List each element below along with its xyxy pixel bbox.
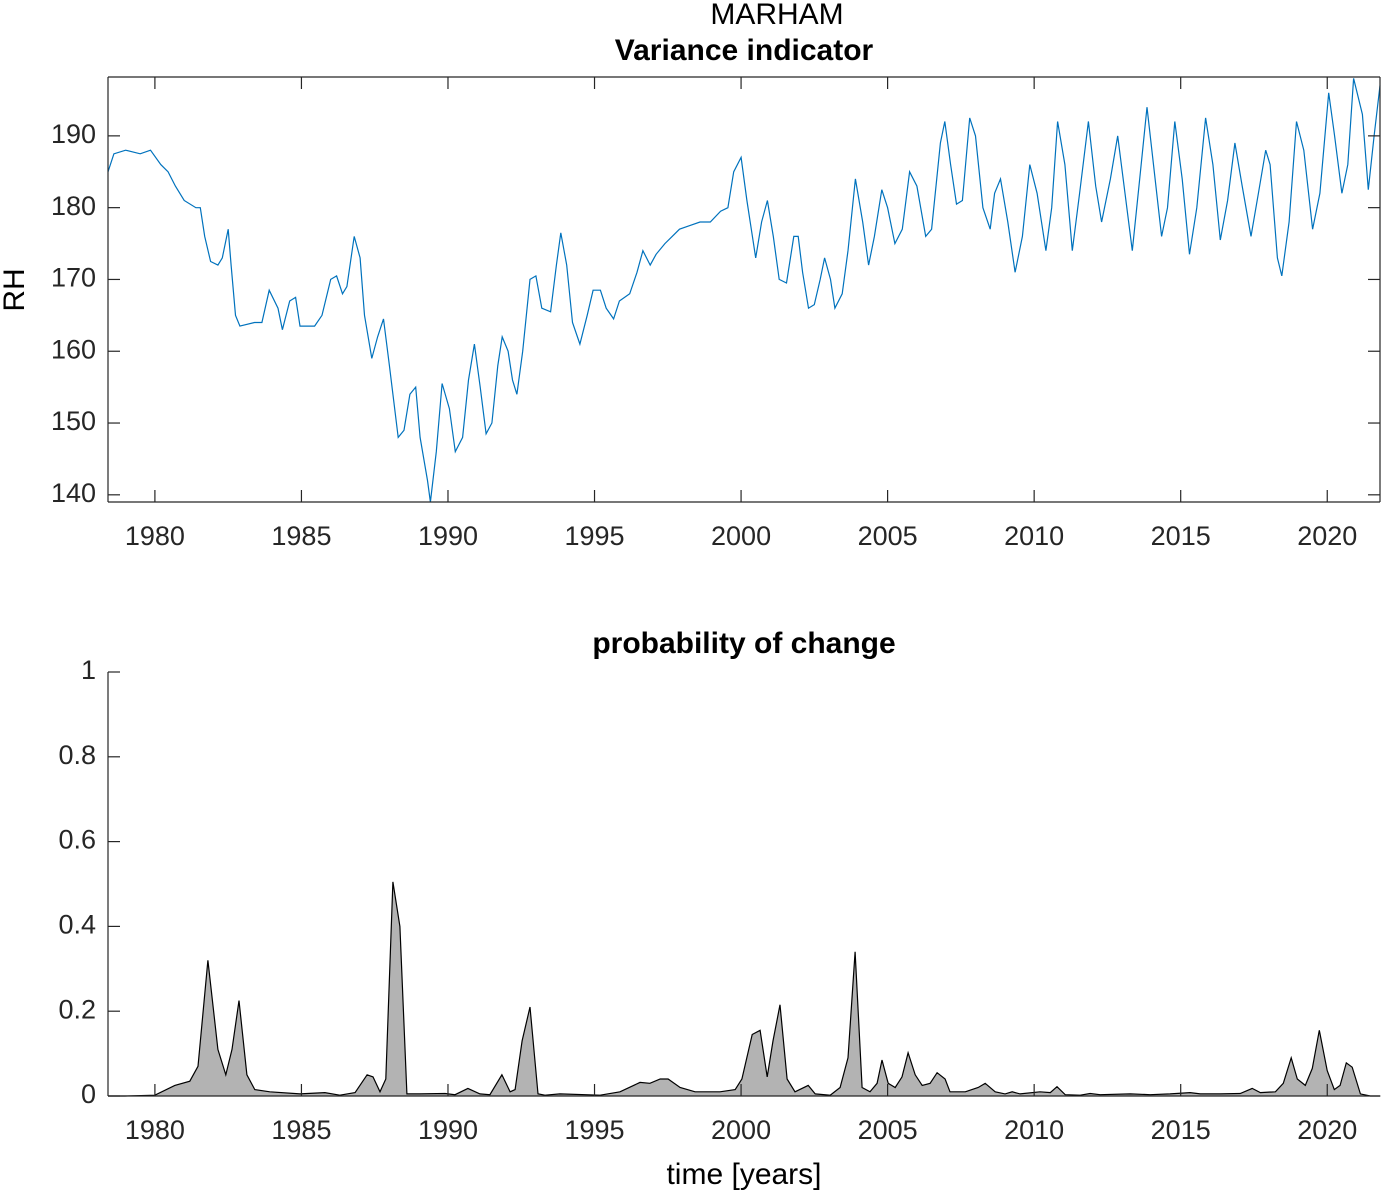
area-fill (108, 881, 1381, 1096)
chart-title: probability of change (592, 627, 895, 660)
y-tick-label: 150 (51, 406, 96, 436)
x-axis-label: time [years] (666, 1158, 821, 1191)
x-tick-label: 2005 (858, 521, 918, 551)
x-tick-label: 1980 (125, 1115, 185, 1145)
x-tick-label: 2000 (711, 1115, 771, 1145)
x-tick-label: 1990 (418, 521, 478, 551)
y-tick-label: 160 (51, 334, 96, 364)
x-tick-label: 1985 (271, 1115, 331, 1145)
x-tick-label: 2005 (858, 1115, 918, 1145)
x-tick-label: 2020 (1297, 1115, 1357, 1145)
y-tick-label: 0.2 (58, 994, 96, 1024)
x-tick-label: 2015 (1151, 1115, 1211, 1145)
x-tick-label: 1995 (564, 1115, 624, 1145)
y-tick-label: 0.8 (58, 740, 96, 770)
x-tick-label: 1990 (418, 1115, 478, 1145)
series-line (107, 78, 1381, 503)
x-tick-label: 1995 (564, 521, 624, 551)
y-tick-label: 0.4 (58, 910, 96, 940)
y-tick-label: 1 (81, 655, 96, 685)
y-tick-label: 190 (51, 119, 96, 149)
area-edge (108, 881, 1381, 1097)
x-tick-label: 2000 (711, 521, 771, 551)
x-tick-label: 1985 (271, 521, 331, 551)
x-tick-label: 1980 (125, 521, 185, 551)
y-tick-label: 170 (51, 263, 96, 293)
x-tick-label: 2015 (1151, 521, 1211, 551)
y-tick-label: 140 (51, 478, 96, 508)
x-tick-label: 2020 (1297, 521, 1357, 551)
y-tick-label: 0 (81, 1079, 96, 1109)
x-tick-label: 2010 (1004, 1115, 1064, 1145)
super-title: MARHAM (710, 0, 843, 31)
chart-title: Variance indicator (615, 34, 874, 67)
x-tick-label: 2010 (1004, 521, 1064, 551)
y-tick-label: 180 (51, 191, 96, 221)
y-axis-label: RH (0, 268, 31, 311)
y-tick-label: 0.6 (58, 825, 96, 855)
